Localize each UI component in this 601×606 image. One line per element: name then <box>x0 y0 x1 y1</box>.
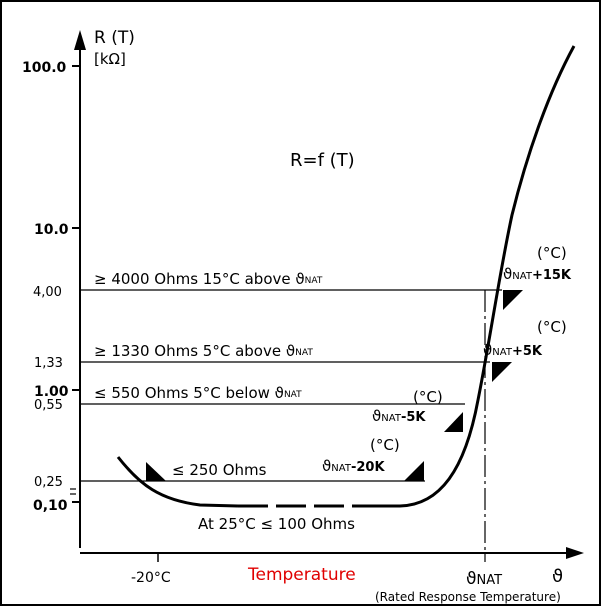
threshold-label-1330: ≥ 1330 Ohms 5°C above ϑNAT <box>94 342 313 360</box>
y-tick-1: 1.00 <box>34 384 69 400</box>
marker-label-plus5: ϑNAT+5K <box>483 341 543 359</box>
x-axis-arrow <box>566 547 584 559</box>
y-tick-4: 4,00 <box>33 285 62 300</box>
marker-label-plus15: ϑNAT+15K <box>503 265 572 283</box>
y-tick-1-33: 1,33 <box>34 356 63 371</box>
marker-triangle-plus5 <box>492 362 512 382</box>
y-axis-arrow <box>74 30 86 50</box>
threshold-label-4000: ≥ 4000 Ohms 15°C above ϑNAT <box>94 270 323 288</box>
bottom-note: At 25°C ≤ 100 Ohms <box>198 515 355 533</box>
y-axis-unit: [kΩ] <box>94 50 126 68</box>
x-axis-symbol: ϑ <box>552 566 563 587</box>
y-tick-10: 10.0 <box>34 222 69 238</box>
marker-triangle-minus5 <box>444 412 463 432</box>
y-axis-title: R (T) <box>94 28 135 48</box>
marker-unit-plus15: (°C) <box>537 244 567 262</box>
y-ticks: 100.0 10.0 4,00 1,33 1.00 0,55 0,25 0,10 <box>22 60 80 514</box>
x-tick-minus20-label: -20°C <box>131 570 171 586</box>
marker-unit-minus5: (°C) <box>413 388 443 406</box>
threshold-lines <box>80 289 502 482</box>
y-tick-0-55: 0,55 <box>34 398 63 413</box>
formula-label: R=f (T) <box>290 150 355 171</box>
marker-triangle-plus15 <box>503 290 523 310</box>
marker-unit-plus5: (°C) <box>537 318 567 336</box>
y-tick-0-25: 0,25 <box>34 475 63 490</box>
rated-response-note: (Rated Response Temperature) <box>375 590 561 604</box>
marker-triangle-minus20 <box>404 461 424 481</box>
marker-label-minus20: ϑNAT-20K <box>322 457 385 475</box>
y-tick-100: 100.0 <box>22 60 67 76</box>
marker-label-minus5: ϑNAT-5K <box>372 407 426 425</box>
x-nat-label: ϑNAT <box>466 569 502 589</box>
y-tick-0-1: 0,10 <box>33 498 68 514</box>
x-axis-title: Temperature <box>247 565 356 585</box>
threshold-label-550: ≤ 550 Ohms 5°C below ϑNAT <box>94 384 302 402</box>
resistance-curve-right <box>378 45 576 508</box>
resistance-curve-left <box>116 456 239 508</box>
marker-unit-minus20: (°C) <box>370 436 400 454</box>
threshold-label-250: ≤ 250 Ohms <box>172 461 267 479</box>
marker-triangle-250 <box>146 462 166 481</box>
